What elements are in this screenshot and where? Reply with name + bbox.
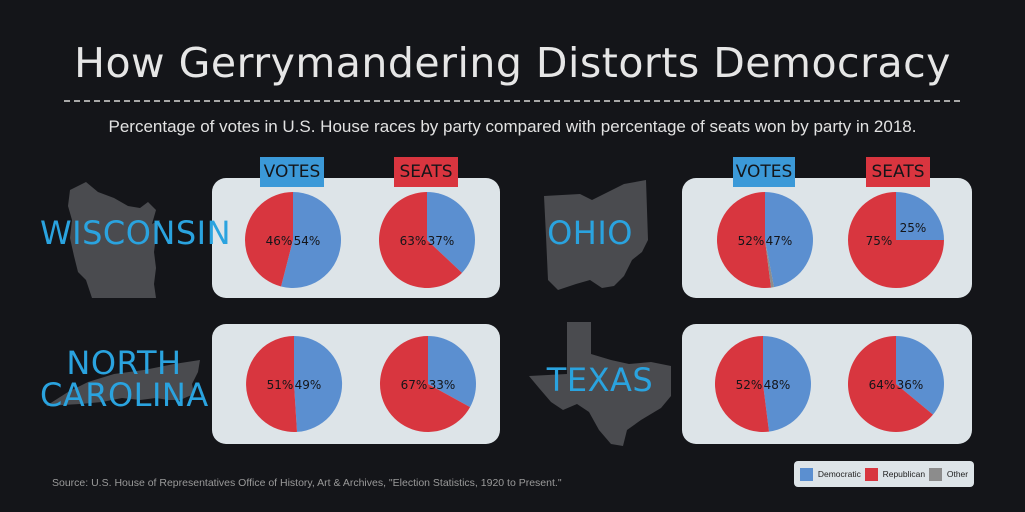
legend-swatch-democratic: [799, 467, 813, 481]
legend-label-other: Other: [946, 469, 969, 479]
pie-north-carolina-votes-label-republican: 51%: [267, 378, 294, 392]
seats-header-left: SEATS: [394, 157, 458, 187]
legend-swatch-republican: [864, 467, 878, 481]
pie-wisconsin-seats-slice-democratic: [427, 192, 476, 273]
page-title: How Gerrymandering Distorts Democracy: [74, 39, 951, 87]
state-name-texas: TEXAS: [546, 361, 654, 399]
pie-ohio-votes-label-democratic: 47%: [766, 234, 793, 248]
pie-texas-votes-slice-democratic: [763, 336, 811, 432]
pie-wisconsin-seats-label-republican: 63%: [400, 234, 427, 248]
pie-north-carolina-seats-slice-democratic: [428, 336, 476, 408]
pie-north-carolina-seats-slice-republican: [379, 336, 471, 432]
pie-wisconsin-seats: 37%63%: [379, 192, 476, 288]
state-name-north: NORTH: [66, 344, 182, 382]
pie-north-carolina-votes-slice-democratic: [294, 335, 343, 432]
pie-ohio-votes-label-republican: 52%: [738, 234, 765, 248]
page-subtitle: Percentage of votes in U.S. House races …: [108, 117, 917, 136]
pie-texas-votes-slice-republican: [714, 336, 770, 432]
legend-label-republican: Republican: [882, 469, 926, 479]
ohio-state-icon: [544, 180, 648, 290]
pie-texas-seats-slice-republican: [847, 336, 933, 432]
pie-north-carolina-seats-label-republican: 67%: [401, 378, 428, 392]
north-carolina-state-icon: [46, 360, 200, 406]
votes-header-left: VOTES: [260, 157, 324, 187]
legend-item-democratic: Democratic: [799, 467, 861, 481]
pie-texas-seats-label-republican: 64%: [869, 378, 896, 392]
wisconsin-state-icon: [68, 182, 160, 298]
legend: Democratic Republican Other: [794, 461, 974, 487]
pie-north-carolina-seats: 33%67%: [379, 336, 476, 432]
state-name-carolina: CAROLINA: [40, 376, 209, 414]
seats-header-right: SEATS: [866, 157, 930, 187]
pie-ohio-votes-slice-republican: [716, 192, 772, 288]
pie-wisconsin-votes-slice-democratic: [281, 192, 342, 288]
legend-item-republican: Republican: [864, 467, 926, 481]
legend-label-democratic: Democratic: [817, 469, 861, 479]
legend-item-other: Other: [928, 467, 969, 481]
pie-texas-seats-label-democratic: 36%: [897, 378, 924, 392]
pie-ohio-seats: 25% 75%: [848, 192, 944, 288]
pie-ohio-votes-slice-democratic: [765, 192, 813, 288]
source-note: Source: U.S. House of Representatives Of…: [52, 477, 562, 489]
pie-texas-seats: 36%64%: [847, 336, 944, 432]
pie-north-carolina-votes-label-democratic: 49%: [295, 378, 322, 392]
state-name-wisconsin: WISCONSIN: [40, 214, 232, 252]
pie-wisconsin-votes: 54%46%: [245, 192, 342, 288]
pie-wisconsin-seats-label-democratic: 37%: [428, 234, 455, 248]
pie-ohio-seats-slice-republican: [848, 192, 944, 288]
pie-texas-votes: 48%52%: [714, 336, 811, 432]
pie-north-carolina-votes-slice-republican: [246, 336, 298, 432]
pie-wisconsin-votes-slice-republican: [245, 192, 293, 287]
pie-texas-seats-slice-democratic: [896, 336, 944, 415]
pie-wisconsin-seats-slice-republican: [379, 192, 462, 288]
pie-wisconsin-votes-label-democratic: 54%: [294, 234, 321, 248]
votes-header-right: VOTES: [733, 157, 795, 187]
pie-ohio-votes: 47%52%: [716, 192, 813, 288]
pie-north-carolina-seats-label-democratic: 33%: [429, 378, 456, 392]
pie-ohio-seats-label-republican: 75%: [866, 234, 893, 248]
pie-north-carolina-votes: 49%51%: [246, 335, 343, 432]
pie-ohio-seats-label-democratic: 25%: [900, 221, 927, 235]
pie-texas-votes-label-democratic: 48%: [764, 378, 791, 392]
state-name-ohio: OHIO: [547, 214, 633, 252]
pie-ohio-votes-slice-other: [765, 240, 774, 288]
title-divider: [64, 100, 960, 102]
pie-wisconsin-votes-label-republican: 46%: [266, 234, 293, 248]
pie-ohio-seats-slice-democratic: [896, 192, 944, 240]
pie-texas-votes-label-republican: 52%: [736, 378, 763, 392]
texas-state-icon: [529, 322, 671, 446]
legend-swatch-other: [928, 467, 942, 481]
